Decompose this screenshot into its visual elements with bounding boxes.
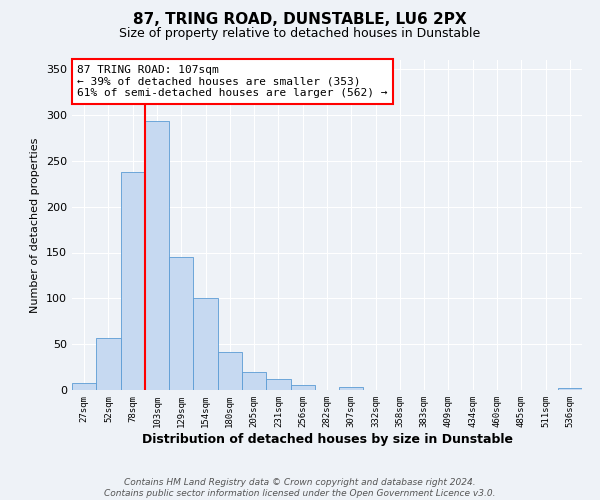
Bar	[558, 388, 582, 390]
Text: 87 TRING ROAD: 107sqm
← 39% of detached houses are smaller (353)
61% of semi-det: 87 TRING ROAD: 107sqm ← 39% of detached …	[77, 65, 388, 98]
Text: 87, TRING ROAD, DUNSTABLE, LU6 2PX: 87, TRING ROAD, DUNSTABLE, LU6 2PX	[133, 12, 467, 28]
Bar	[72, 382, 96, 390]
Bar	[169, 257, 193, 390]
Text: Size of property relative to detached houses in Dunstable: Size of property relative to detached ho…	[119, 28, 481, 40]
Bar	[242, 372, 266, 390]
Bar	[290, 386, 315, 390]
Bar	[96, 338, 121, 390]
X-axis label: Distribution of detached houses by size in Dunstable: Distribution of detached houses by size …	[142, 432, 512, 446]
Bar	[266, 379, 290, 390]
Y-axis label: Number of detached properties: Number of detached properties	[31, 138, 40, 312]
Text: Contains HM Land Registry data © Crown copyright and database right 2024.
Contai: Contains HM Land Registry data © Crown c…	[104, 478, 496, 498]
Bar	[193, 298, 218, 390]
Bar	[121, 172, 145, 390]
Bar	[218, 352, 242, 390]
Bar	[145, 122, 169, 390]
Bar	[339, 387, 364, 390]
